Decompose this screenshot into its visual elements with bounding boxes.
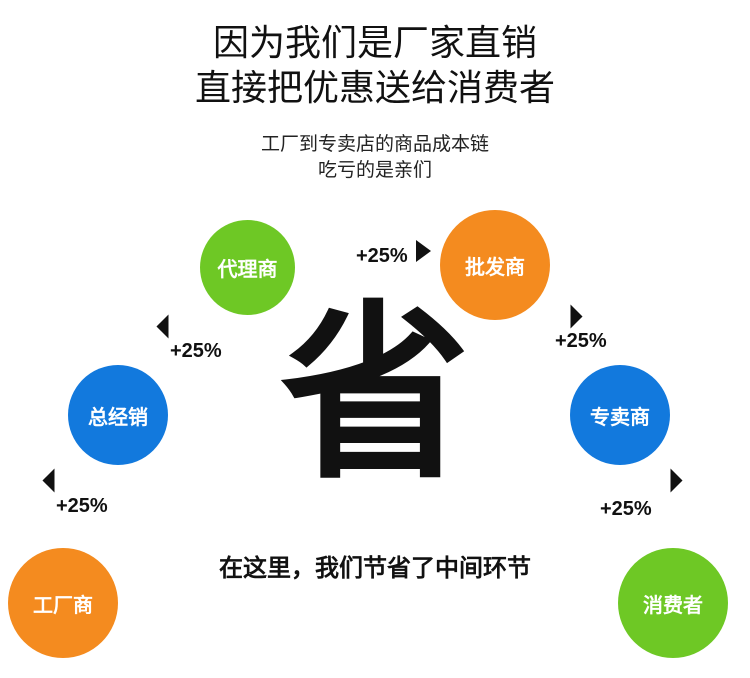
center-character: 省 — [280, 300, 470, 490]
title-line2: 直接把优惠送给消费者 — [0, 65, 750, 110]
title-line1: 因为我们是厂家直销 — [0, 20, 750, 65]
subtitle-line1: 工厂到专卖店的商品成本链 — [0, 132, 750, 158]
node-consumer: 消费者 — [618, 548, 728, 658]
pct-label-pct4: +25% — [555, 330, 607, 353]
node-factory: 工厂商 — [8, 548, 118, 658]
pct-label-pct5: +25% — [600, 498, 652, 521]
arrow-a1 — [42, 468, 66, 492]
node-retailer: 专卖商 — [570, 365, 670, 465]
pct-label-pct2: +25% — [170, 340, 222, 363]
arrow-a3 — [416, 240, 431, 262]
diagram-stage: 省 在这里，我们节省了中间环节 工厂商总经销代理商批发商专卖商消费者+25%+2… — [0, 190, 750, 678]
node-wholesaler: 批发商 — [440, 210, 550, 320]
node-agent: 代理商 — [200, 220, 295, 315]
arrow-a4 — [558, 304, 582, 328]
subtitle-line2: 吃亏的是亲们 — [0, 158, 750, 184]
arrow-a2 — [156, 314, 180, 338]
pct-label-pct3: +25% — [356, 245, 408, 268]
pct-label-pct1: +25% — [56, 495, 108, 518]
node-distributor: 总经销 — [68, 365, 168, 465]
main-title: 因为我们是厂家直销 直接把优惠送给消费者 — [0, 0, 750, 110]
arrow-a5 — [658, 468, 682, 492]
subtitle: 工厂到专卖店的商品成本链 吃亏的是亲们 — [0, 132, 750, 183]
